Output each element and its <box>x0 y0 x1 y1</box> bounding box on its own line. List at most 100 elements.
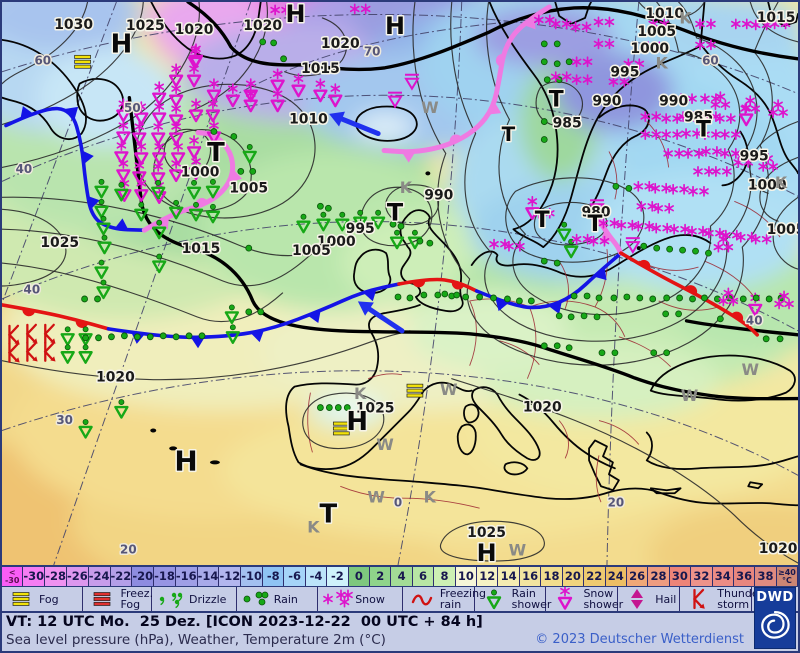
scale-cell: -20 <box>132 567 155 586</box>
scale-cell: 16 <box>519 567 542 586</box>
rain-symbol <box>317 404 324 411</box>
rain-symbol <box>420 291 428 299</box>
pressure-label: 1020 <box>175 22 214 38</box>
rain-symbol <box>553 40 561 48</box>
rain-symbol <box>95 334 102 342</box>
rain-symbol <box>270 39 278 47</box>
fog-symbol <box>74 54 91 69</box>
rain-symbol <box>649 295 657 303</box>
low-pressure-marker: T <box>387 198 404 226</box>
pressure-label: 1020 <box>96 370 135 386</box>
rain-symbol <box>653 244 661 252</box>
occluded-front <box>381 4 552 163</box>
airmass-label: W <box>421 98 439 117</box>
rain-symbol <box>490 294 497 302</box>
scale-cell: 18 <box>541 567 563 586</box>
legend-label: Freez. Fog <box>120 587 154 611</box>
rain-symbol <box>210 128 218 135</box>
pressure-label: 1000 <box>748 177 787 193</box>
latlon-label: 20 <box>608 496 625 510</box>
rain-symbol <box>245 308 253 316</box>
pressure-label: 985 <box>684 110 713 126</box>
snow-icon <box>321 587 353 611</box>
rain-symbol <box>625 184 633 192</box>
pressure-label: 985 <box>553 116 582 132</box>
high-pressure-marker: H <box>477 539 497 565</box>
scale-cell: 20 <box>562 567 585 586</box>
legend-label: Hail <box>655 592 677 606</box>
rain-symbol <box>640 242 648 250</box>
pressure-label: 1020 <box>321 36 360 52</box>
legend-label: Snow <box>355 592 385 606</box>
rainshower-icon <box>478 587 510 611</box>
scale-cell: 10 <box>455 567 478 586</box>
rain-symbol <box>553 342 561 350</box>
pressure-label: 1005 <box>229 180 268 196</box>
snowshower-icon <box>549 587 581 611</box>
dwd-spiral-icon <box>761 610 790 639</box>
rain-symbol <box>334 404 342 411</box>
cold-front <box>474 252 622 314</box>
scale-cell: -24 <box>88 567 111 586</box>
latlon-label: 60 <box>34 53 51 67</box>
scale-cell: 24 <box>605 567 627 586</box>
rain-symbol <box>527 297 535 305</box>
pressure-label: 1020 <box>759 541 798 557</box>
rain-symbol <box>553 60 561 68</box>
legend-item-hail: Hail <box>618 587 681 611</box>
scale-cell: -10 <box>241 567 263 586</box>
rain-symbol <box>198 332 206 340</box>
rain-symbol <box>663 349 671 357</box>
legend-item-rainshower: Rain shower <box>475 587 551 611</box>
hail-icon <box>621 587 653 611</box>
high-pressure-marker: H <box>174 444 197 477</box>
latlon-label: 20 <box>120 543 137 557</box>
rain-symbol <box>623 293 631 301</box>
pressure-label: 995 <box>740 148 769 164</box>
rain-symbol <box>593 313 601 321</box>
pressure-label: 1025 <box>40 235 79 251</box>
drizzle-icon <box>155 587 187 611</box>
scale-cell: -4 <box>305 567 328 586</box>
pressure-label: 1030 <box>54 17 93 33</box>
latlon-label: 50 <box>124 101 141 115</box>
scale-cell: -6 <box>284 567 306 586</box>
rain-symbol <box>739 295 747 303</box>
scale-cell: 2 <box>370 567 392 586</box>
dwd-logo: DWD <box>754 587 796 649</box>
rain-symbol <box>553 259 561 267</box>
rain-symbol <box>540 257 548 265</box>
pressure-label: 1025 <box>467 525 506 541</box>
high-pressure-marker: H <box>346 407 368 437</box>
scale-cell: -12 <box>219 567 242 586</box>
rain-symbol <box>650 349 658 357</box>
pressure-label: 990 <box>592 94 621 110</box>
thunder-icon <box>683 587 715 611</box>
rain-symbol <box>762 335 770 343</box>
pressure-label: 1000 <box>317 234 356 250</box>
legend-item-snow: Snow <box>318 587 403 611</box>
rain-symbol <box>259 38 267 46</box>
airflow-arrow <box>329 111 381 137</box>
airmass-label: K <box>307 518 320 537</box>
airmass-label: W <box>440 380 458 399</box>
scale-cell: -8 <box>263 567 285 586</box>
rain-symbol <box>543 76 551 84</box>
scale-cell: 28 <box>648 567 670 586</box>
rain-symbol <box>133 333 141 341</box>
latlon-label: 40 <box>16 162 33 176</box>
rain-symbol <box>555 312 563 320</box>
rain-symbol <box>679 246 686 254</box>
rain-symbol <box>610 294 618 302</box>
legend-label: Snow shower <box>583 587 624 611</box>
scale-cell: 8 <box>434 567 456 586</box>
low-pressure-marker: T <box>320 500 338 530</box>
warm-front <box>619 251 759 337</box>
airmass-label: W <box>741 360 759 379</box>
airmass-label: W <box>509 541 527 560</box>
rain-symbol <box>666 245 674 253</box>
rain-symbol <box>394 293 402 301</box>
rain-symbol <box>776 335 784 343</box>
rain-symbol <box>280 55 287 63</box>
scale-cell: -30 <box>23 567 46 586</box>
